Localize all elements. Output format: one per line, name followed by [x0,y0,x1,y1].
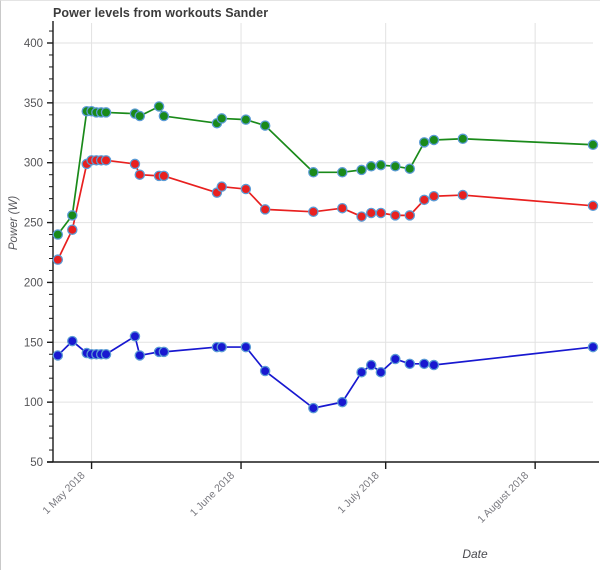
data-point-blue[interactable] [428,359,440,371]
data-point-green[interactable] [390,161,401,172]
data-point-blue[interactable] [418,358,430,370]
data-point-green[interactable] [216,113,227,124]
data-point-red[interactable] [404,210,416,221]
data-point-red[interactable] [52,254,64,265]
series-line-blue [56,335,594,409]
data-point-green[interactable] [356,164,367,176]
data-point-blue[interactable] [390,353,401,365]
y-tick-label: 200 [24,277,43,289]
data-point-red[interactable] [457,189,469,201]
data-point-red[interactable] [308,206,319,218]
data-point-blue[interactable] [365,359,377,371]
data-point-red[interactable] [129,158,141,170]
data-point-red[interactable] [587,200,599,212]
series-markers [52,101,599,414]
y-tick-label: 300 [24,158,43,170]
data-point-red[interactable] [158,170,170,182]
data-point-blue[interactable] [240,341,252,353]
y-tick-label: 100 [24,397,43,409]
data-point-green[interactable] [418,137,430,148]
gridlines [53,23,593,463]
data-point-green[interactable] [134,110,146,122]
data-point-blue[interactable] [134,350,146,361]
data-point-blue[interactable] [259,365,271,377]
data-point-blue[interactable] [158,346,170,358]
x-tick-label: 1 May 2018 [40,470,87,517]
data-point-blue[interactable] [587,341,599,353]
data-point-red[interactable] [428,190,440,202]
data-point-green[interactable] [308,167,319,178]
data-point-green[interactable] [153,101,165,112]
series-lines [56,105,594,409]
data-point-red[interactable] [240,183,252,195]
y-tick-label: 250 [24,218,43,230]
data-point-red[interactable] [418,194,430,206]
data-point-blue[interactable] [100,349,112,360]
data-point-red[interactable] [134,169,146,180]
x-axis-label: Date [462,547,488,561]
data-point-green[interactable] [428,134,440,146]
data-point-red[interactable] [100,155,112,166]
data-point-green[interactable] [240,114,252,125]
y-axis-label: Power (W) [8,196,20,250]
data-point-blue[interactable] [216,341,227,353]
data-point-blue[interactable] [356,366,367,378]
data-point-blue[interactable] [404,358,416,370]
data-point-blue[interactable] [52,350,64,361]
y-axis-ticks: 400 350 300 250 200 150 100 50 [24,30,53,469]
data-point-green[interactable] [337,167,348,178]
data-point-green[interactable] [100,107,112,118]
y-tick-label: 50 [30,457,43,469]
data-point-green[interactable] [457,133,469,145]
y-tick-label: 350 [24,98,43,110]
data-point-blue[interactable] [337,396,348,408]
data-point-blue[interactable] [308,402,319,414]
axis-lines [47,21,599,463]
data-point-red[interactable] [67,224,78,235]
page-title: Power levels from workouts Sander [53,6,269,20]
data-point-green[interactable] [158,110,170,122]
data-point-green[interactable] [365,161,377,172]
data-point-red[interactable] [375,207,387,219]
y-tick-label: 400 [24,38,43,50]
data-point-green[interactable] [67,210,78,221]
data-point-red[interactable] [337,202,348,214]
data-point-blue[interactable] [67,335,78,347]
data-point-red[interactable] [259,204,271,215]
data-point-green[interactable] [375,159,387,171]
data-point-red[interactable] [390,210,401,221]
data-point-blue[interactable] [129,331,141,342]
y-tick-label: 150 [24,337,43,349]
data-point-green[interactable] [404,163,416,174]
x-tick-label: 1 July 2018 [335,470,382,517]
data-point-red[interactable] [356,211,367,222]
x-tick-label: 1 June 2018 [188,470,237,519]
data-point-green[interactable] [259,120,271,131]
x-axis-ticks: 1 May 2018 1 June 2018 1 July 2018 1 August… [40,462,536,526]
data-point-blue[interactable] [375,366,387,378]
x-tick-label: 1 August 2018 [475,470,531,526]
data-point-red[interactable] [216,181,227,192]
data-point-green[interactable] [52,229,64,240]
data-point-red[interactable] [365,207,377,219]
data-point-green[interactable] [587,139,599,151]
